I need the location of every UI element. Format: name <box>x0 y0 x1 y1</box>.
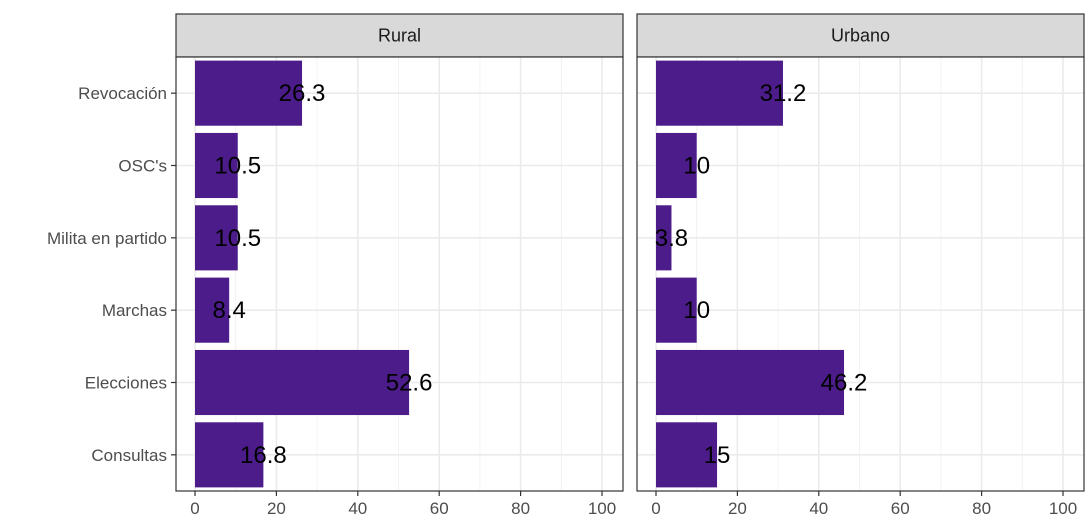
x-tick-label: 0 <box>190 499 199 518</box>
bar <box>656 132 697 199</box>
bar <box>195 205 238 271</box>
bar <box>656 60 783 126</box>
x-tick-label: 60 <box>891 499 910 518</box>
bar <box>195 422 264 488</box>
bar-value-label: 26.3 <box>279 80 326 107</box>
bar <box>656 349 845 416</box>
panel-background <box>176 57 623 491</box>
y-tick-label: Revocación <box>78 84 167 103</box>
bar <box>656 277 697 343</box>
bar-value-label: 46.2 <box>821 370 868 397</box>
panel-border <box>175 56 624 492</box>
x-tick-label: 80 <box>511 499 530 518</box>
x-tick-label: 20 <box>267 499 286 518</box>
x-tick-label: 60 <box>430 499 449 518</box>
x-tick-label: 40 <box>809 499 828 518</box>
panel-border <box>636 56 1085 492</box>
panel-background <box>637 57 1084 491</box>
x-tick-label: 20 <box>728 499 747 518</box>
bar <box>195 132 238 199</box>
y-tick-label: Milita en partido <box>47 229 167 248</box>
bar <box>195 60 303 126</box>
facet-strip-label: Urbano <box>831 26 890 46</box>
x-tick-label: 100 <box>1049 499 1077 518</box>
x-tick-label: 40 <box>348 499 367 518</box>
y-tick-label: Marchas <box>102 301 167 320</box>
bar-value-label: 10.5 <box>214 153 261 180</box>
bar-value-label: 8.4 <box>213 297 246 324</box>
bar-value-label: 31.2 <box>760 80 807 107</box>
bar-value-label: 10 <box>683 297 710 324</box>
x-tick-label: 100 <box>588 499 616 518</box>
bar-value-label: 16.8 <box>240 442 287 469</box>
bar <box>656 422 718 488</box>
y-tick-label: OSC's <box>118 157 167 176</box>
bar-value-label: 10 <box>683 153 710 180</box>
facet-strip <box>175 13 624 58</box>
bar <box>195 349 410 416</box>
bar-value-label: 15 <box>704 442 731 469</box>
y-tick-label: Elecciones <box>85 374 167 393</box>
bar <box>195 277 230 343</box>
x-tick-label: 80 <box>972 499 991 518</box>
x-tick-label: 0 <box>651 499 660 518</box>
facet-strip-label: Rural <box>378 26 421 46</box>
bar-value-label: 3.8 <box>655 225 688 252</box>
bar-value-label: 10.5 <box>214 225 261 252</box>
bar <box>656 205 672 271</box>
y-tick-label: Consultas <box>91 446 167 465</box>
facet-strip <box>636 13 1085 58</box>
bar-value-label: 52.6 <box>386 370 433 397</box>
